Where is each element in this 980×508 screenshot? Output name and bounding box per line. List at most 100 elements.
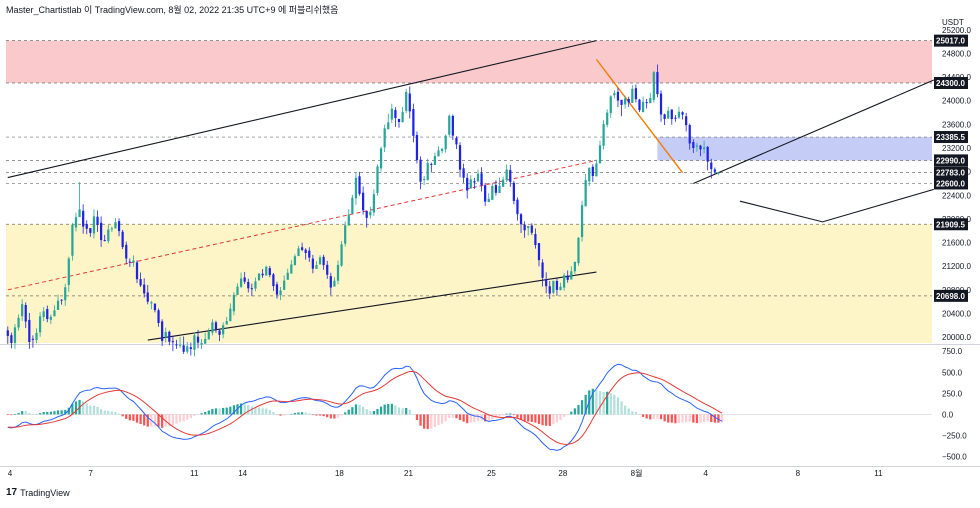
candle-body [634, 88, 638, 100]
candle [613, 90, 616, 99]
price-label-bg [934, 77, 968, 89]
candle [480, 167, 483, 192]
candle [218, 328, 221, 342]
candle-body [28, 319, 31, 342]
macd-histogram-bar [487, 414, 490, 422]
macd-histogram-bar [720, 414, 724, 423]
candle [322, 254, 325, 270]
candle-body [46, 309, 49, 320]
macd-histogram-bar [139, 414, 142, 425]
macd-histogram-bar [28, 412, 31, 415]
candle-body [498, 185, 501, 194]
candle-body [710, 162, 713, 170]
candle-body [189, 347, 192, 350]
candle [451, 114, 454, 140]
candle [340, 241, 343, 267]
candle-body [161, 321, 164, 341]
candle-body [275, 284, 279, 295]
macd-histogram-bar [365, 409, 368, 415]
macd-histogram-bar [451, 414, 454, 418]
candle [545, 272, 548, 294]
macd-histogram-bar [171, 414, 175, 426]
macd-tick-label: 250.0 [942, 389, 963, 398]
macd-histogram-bar [125, 414, 128, 419]
candle-body [121, 231, 124, 248]
candle [598, 140, 602, 164]
macd-histogram-bar [419, 414, 422, 426]
candle [588, 167, 591, 186]
candle-body [519, 214, 523, 225]
macd-histogram-bar [67, 407, 70, 415]
candle-body [552, 280, 555, 293]
macd-histogram-bar [397, 407, 401, 415]
candle [448, 114, 451, 138]
candle-body [31, 338, 35, 340]
candle-body [272, 274, 275, 287]
candle-body [290, 264, 293, 274]
price-tick-label: 24800.0 [942, 49, 971, 58]
candle [182, 336, 185, 354]
candle-body [21, 304, 24, 317]
candle-body [462, 168, 465, 178]
price-tick-label: 20400.0 [942, 309, 971, 318]
candle-body [659, 93, 663, 115]
candle-body [322, 256, 325, 266]
candle-body [494, 185, 498, 193]
candle-body [186, 346, 189, 352]
candle-body [96, 216, 99, 225]
candle [53, 305, 56, 317]
candle [178, 336, 182, 349]
candle-body [229, 308, 232, 322]
candle-body [609, 96, 612, 114]
macd-histogram-bar [394, 405, 397, 415]
macd-histogram-bar [31, 414, 35, 415]
candle-body [530, 225, 533, 233]
candle-body [685, 116, 688, 126]
candle [702, 140, 706, 154]
candle [168, 330, 171, 346]
candle-body [286, 272, 289, 280]
candle-body [304, 249, 307, 254]
candle-body [527, 226, 530, 229]
candle [584, 174, 587, 207]
candle [117, 218, 121, 237]
candle-body [469, 179, 472, 189]
candle-body [182, 345, 185, 352]
macd-histogram-bar [412, 414, 415, 415]
candle [64, 283, 67, 306]
candle-body [13, 327, 17, 343]
candle [60, 299, 63, 305]
candle [283, 275, 286, 290]
candle-body [545, 279, 548, 287]
candle [99, 216, 103, 247]
macd-histogram-bar [60, 410, 63, 415]
macd-histogram-bar [204, 411, 207, 415]
candle [383, 124, 386, 153]
candle-body [448, 115, 451, 135]
macd-histogram-bar [189, 414, 192, 419]
macd-histogram-bar [509, 413, 512, 415]
candle [419, 156, 422, 190]
macd-histogram-bar [670, 414, 673, 423]
candle [634, 84, 638, 103]
candle [570, 266, 573, 280]
candle-body [35, 332, 38, 340]
macd-histogram-bar [121, 414, 124, 417]
candle [250, 283, 253, 297]
macd-histogram-bar [211, 408, 214, 415]
candle-body [397, 118, 401, 122]
candle [397, 118, 401, 128]
macd-histogram-bar [408, 409, 411, 415]
footer[interactable]: 17 TradingView [6, 487, 70, 498]
macd-histogram-bar [602, 392, 605, 415]
candle-body [78, 209, 81, 218]
candle-body [358, 176, 361, 194]
candle-body [85, 224, 88, 229]
macd-histogram-bar [613, 394, 616, 415]
macd-histogram-bar [239, 403, 243, 415]
candle [498, 177, 501, 194]
time-tick-label: 4 [703, 469, 708, 478]
candle [685, 112, 688, 132]
candle-body [577, 237, 580, 264]
candle-body [250, 288, 253, 290]
